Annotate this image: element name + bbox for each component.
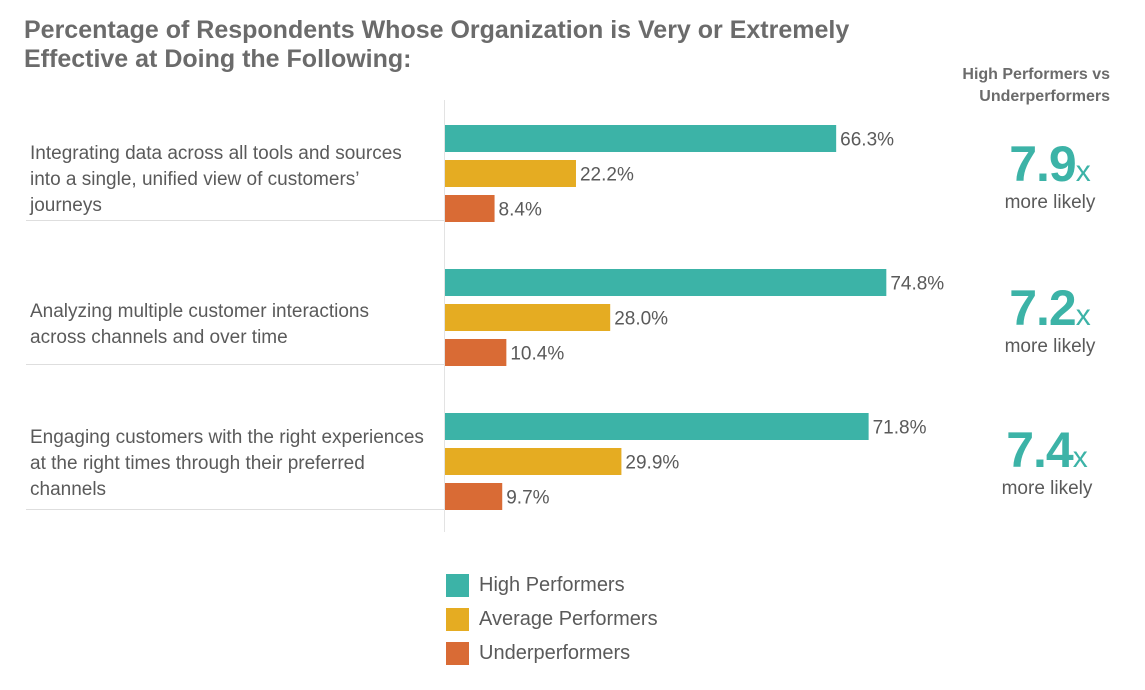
ratio-value: 7.4: [1006, 422, 1074, 478]
ratio-value: 7.2: [1009, 280, 1077, 336]
ratio-callout-1: 7.9x more likely: [975, 136, 1125, 214]
baseline-axis: [444, 100, 445, 532]
legend-label-high: High Performers: [479, 574, 625, 596]
legend-swatch-under: [446, 642, 469, 665]
category-separator: [26, 509, 444, 510]
ratio-value-row: 7.9x: [975, 136, 1125, 192]
legend-swatch-high: [446, 574, 469, 597]
ratio-caption: more likely: [1004, 336, 1096, 357]
bar-average-2: [445, 304, 611, 331]
ratio-value-row: 7.2x: [975, 280, 1125, 336]
bar-average-3: [445, 448, 622, 475]
bar-under-1: [445, 195, 495, 222]
ratio-caption: more likely: [1001, 478, 1093, 499]
ratio-column-header: High Performers vs Underperformers: [962, 66, 1110, 105]
ratio-suffix: x: [1075, 155, 1091, 188]
bar-under-3: [445, 483, 503, 510]
data-label-average-2: 28.0%: [614, 309, 668, 330]
data-label-average-3: 29.9%: [625, 453, 679, 474]
data-label-under-2: 10.4%: [510, 344, 564, 365]
category-separator: [26, 364, 444, 365]
data-label-average-1: 22.2%: [580, 165, 634, 186]
ratio-suffix: x: [1075, 299, 1091, 332]
category-label-3: Engaging customers with the right experi…: [30, 427, 424, 500]
data-label-under-3: 9.7%: [506, 488, 549, 509]
ratio-caption: more likely: [1004, 192, 1096, 213]
ratio-value: 7.9: [1009, 136, 1077, 192]
ratio-callout-3: 7.4x more likely: [972, 422, 1122, 500]
ratio-callout-2: 7.2x more likely: [975, 280, 1125, 358]
category-label-1: Integrating data across all tools and so…: [30, 143, 402, 216]
data-label-high-3: 71.8%: [873, 418, 927, 439]
bar-average-1: [445, 160, 576, 187]
bar-high-2: [445, 269, 887, 296]
data-label-high-2: 74.8%: [890, 274, 944, 295]
bar-high-1: [445, 125, 837, 152]
ratio-suffix: x: [1072, 441, 1088, 474]
category-label-2: Analyzing multiple customer interactions…: [30, 301, 369, 348]
legend-label-under: Underperformers: [479, 642, 631, 664]
data-label-high-1: 66.3%: [840, 130, 894, 151]
bar-under-2: [445, 339, 507, 366]
legend-label-average: Average Performers: [479, 608, 658, 630]
bar-high-3: [445, 413, 869, 440]
data-label-under-1: 8.4%: [499, 200, 542, 221]
chart-title: Percentage of Respondents Whose Organiza…: [24, 16, 850, 73]
category-separator: [26, 220, 444, 221]
legend-swatch-average: [446, 608, 469, 631]
ratio-value-row: 7.4x: [972, 422, 1122, 478]
